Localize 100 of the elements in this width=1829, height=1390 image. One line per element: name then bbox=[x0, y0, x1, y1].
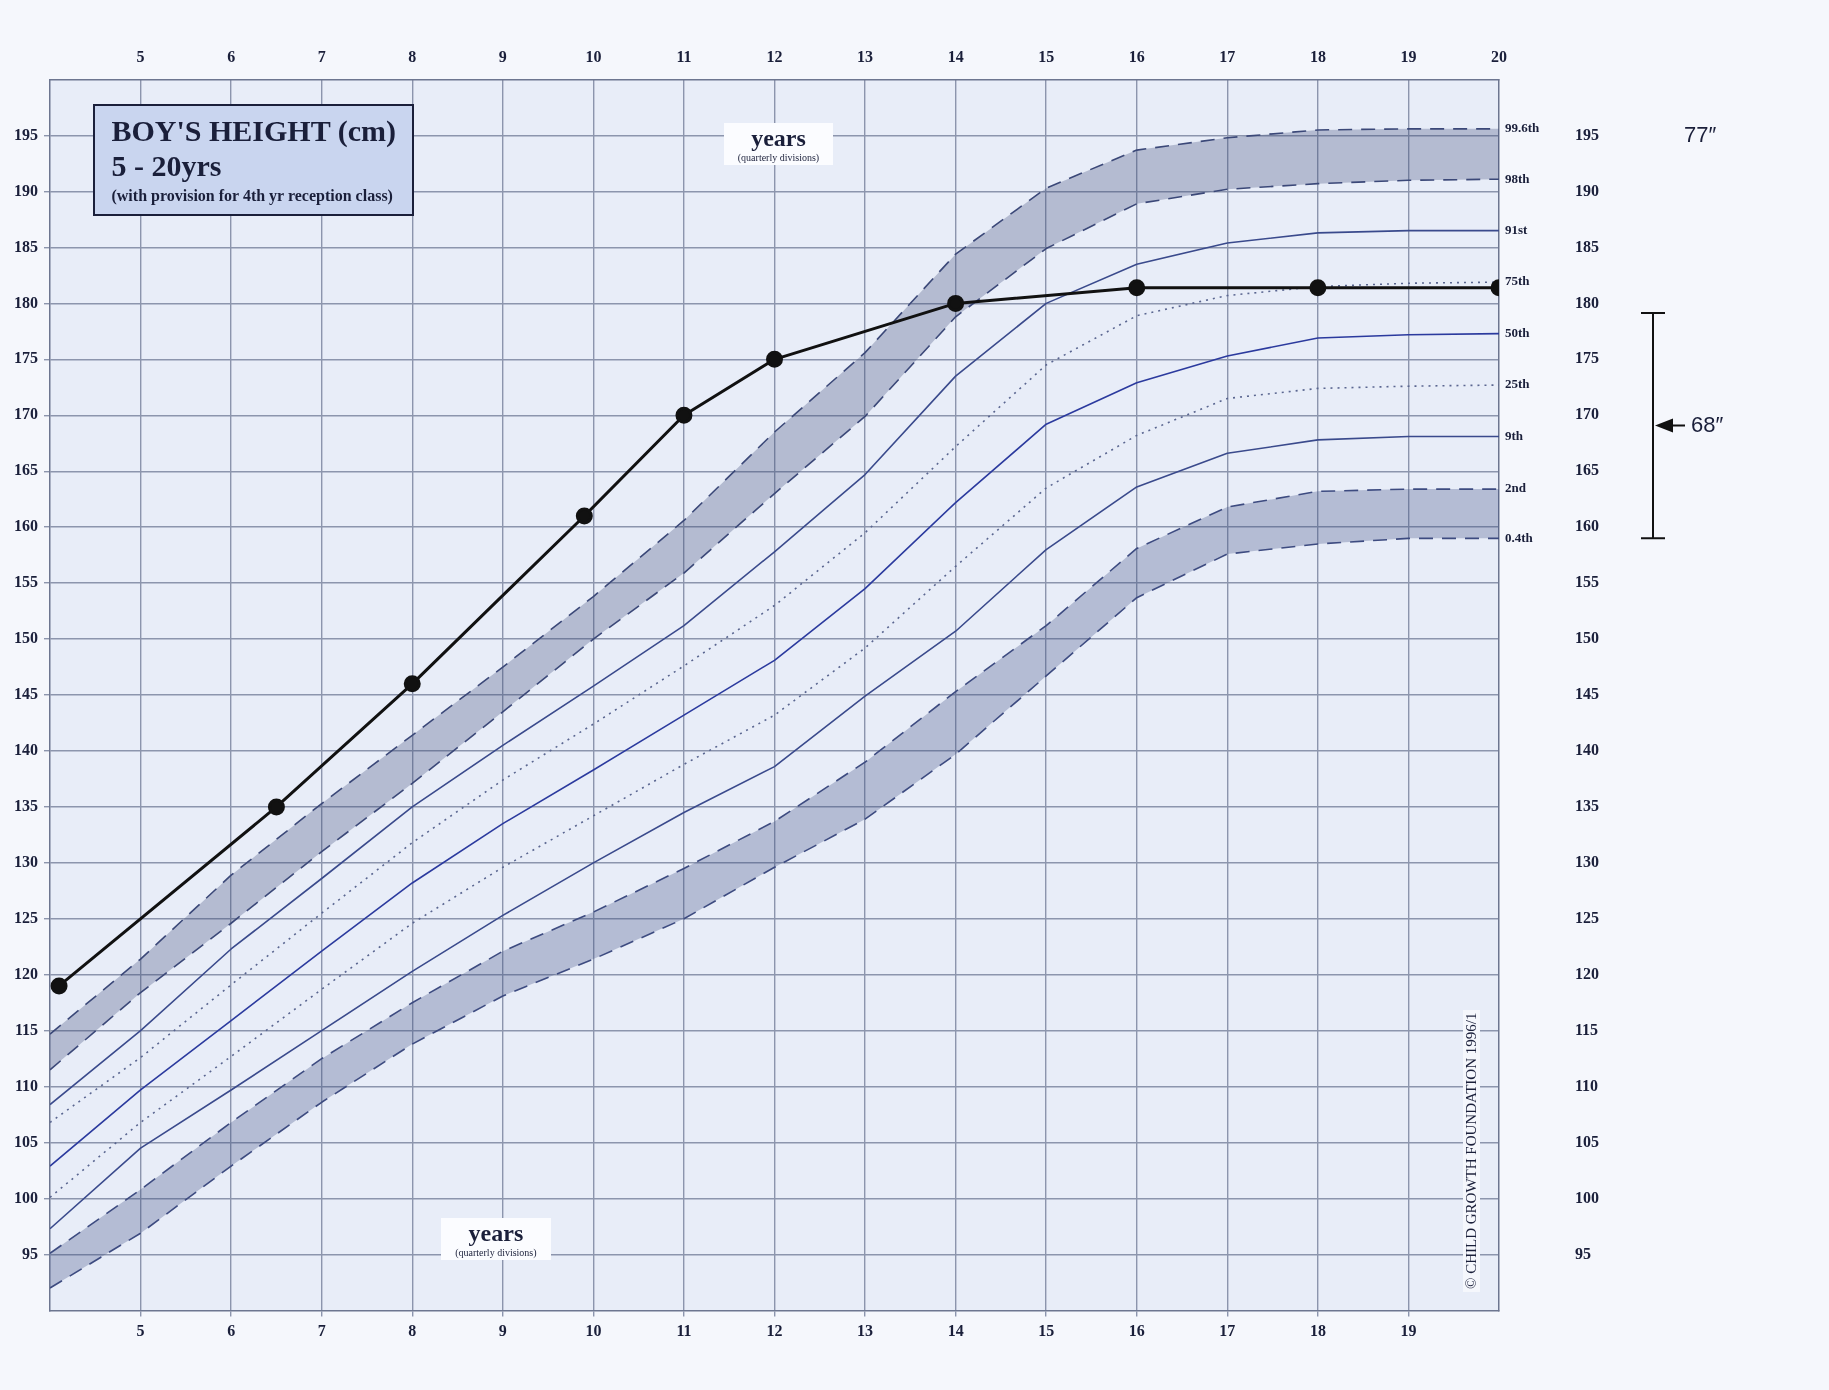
x2-tick-label: 20 bbox=[1491, 48, 1507, 66]
x2-tick-label: 19 bbox=[1400, 48, 1417, 66]
y-tick-label: 110 bbox=[1575, 1076, 1599, 1094]
y-tick-label: 120 bbox=[1575, 964, 1599, 982]
x2-tick-label: 11 bbox=[676, 48, 692, 66]
x2-tick-label: 17 bbox=[1219, 48, 1236, 66]
y-tick-label: 105 bbox=[1575, 1132, 1599, 1150]
y-tick-label: 150 bbox=[1575, 629, 1599, 647]
x-tick-label: 8 bbox=[408, 1322, 417, 1340]
y-tick-label: 170 bbox=[1575, 405, 1599, 423]
y-tick-label: 155 bbox=[1575, 573, 1599, 591]
x2-tick-label: 7 bbox=[317, 48, 326, 66]
x-tick-label: 12 bbox=[766, 1322, 783, 1340]
text: 5 - 20yrs bbox=[111, 148, 223, 184]
y2-tick-label: 170 bbox=[14, 405, 38, 423]
y2-tick-label: 160 bbox=[14, 517, 38, 535]
x-tick-label: 19 bbox=[1400, 1322, 1417, 1340]
annotation: (quarterly divisions) bbox=[737, 151, 820, 163]
series-label: 0.4th bbox=[1505, 529, 1534, 545]
point bbox=[675, 406, 693, 424]
text: 77″ bbox=[1684, 121, 1717, 148]
y-tick-label: 165 bbox=[1575, 461, 1599, 479]
series-label: 9th bbox=[1505, 427, 1524, 443]
y2-tick-label: 105 bbox=[14, 1132, 38, 1150]
x2-tick-label: 13 bbox=[857, 48, 874, 66]
y-tick-label: 145 bbox=[1575, 685, 1599, 703]
y2-tick-label: 185 bbox=[14, 237, 38, 255]
x-tick-label: 16 bbox=[1128, 1322, 1145, 1340]
y2-tick-label: 130 bbox=[14, 852, 38, 870]
x-tick-label: 18 bbox=[1309, 1322, 1326, 1340]
x2-tick-label: 9 bbox=[498, 48, 507, 66]
y2-tick-label: 140 bbox=[14, 741, 38, 759]
y2-tick-label: 150 bbox=[14, 629, 38, 647]
y2-tick-label: 120 bbox=[14, 964, 38, 982]
point bbox=[1309, 279, 1327, 297]
point bbox=[947, 294, 965, 312]
x-tick-label: 11 bbox=[676, 1322, 692, 1340]
y-tick-label: 175 bbox=[1575, 349, 1599, 367]
x2-tick-label: 6 bbox=[227, 48, 236, 66]
series-label: 75th bbox=[1505, 273, 1531, 289]
y2-tick-label: 155 bbox=[14, 573, 38, 591]
y2-tick-label: 180 bbox=[14, 293, 38, 311]
x2-tick-label: 15 bbox=[1038, 48, 1055, 66]
y2-tick-label: 135 bbox=[14, 797, 38, 815]
annotation: (with provision for 4th yr reception class) bbox=[111, 187, 394, 206]
x2-tick-label: 12 bbox=[766, 48, 783, 66]
x-tick-label: 10 bbox=[585, 1322, 602, 1340]
y-tick-label: 100 bbox=[1575, 1188, 1599, 1206]
x-tick-label: 9 bbox=[498, 1322, 507, 1340]
series-label: 91st bbox=[1505, 222, 1529, 238]
y2-tick-label: 100 bbox=[14, 1188, 38, 1206]
point bbox=[575, 507, 593, 525]
y-tick-label: 185 bbox=[1575, 237, 1599, 255]
y-tick-label: 195 bbox=[1575, 125, 1599, 143]
x-tick-label: 5 bbox=[136, 1322, 145, 1340]
series-label: 98th bbox=[1505, 170, 1531, 186]
series-label: 99.6th bbox=[1505, 120, 1541, 136]
x-tick-label: 17 bbox=[1219, 1322, 1236, 1340]
text: BOY'S HEIGHT (cm) bbox=[111, 114, 396, 149]
series-label: 25th bbox=[1505, 376, 1531, 392]
x2-axis-title: years bbox=[750, 124, 807, 152]
x-tick-label: 6 bbox=[227, 1322, 236, 1340]
y-tick-label: 135 bbox=[1575, 797, 1599, 815]
y2-tick-label: 175 bbox=[14, 349, 38, 367]
y-tick-label: 115 bbox=[1575, 1020, 1599, 1038]
point bbox=[403, 675, 421, 693]
y2-tick-label: 145 bbox=[14, 685, 38, 703]
y-tick-label: 180 bbox=[1575, 293, 1599, 311]
annotation: (quarterly divisions) bbox=[455, 1247, 537, 1259]
text: 68″ bbox=[1691, 412, 1724, 439]
y2-tick-label: 165 bbox=[14, 461, 38, 479]
point bbox=[766, 350, 783, 368]
y-tick-label: 125 bbox=[1575, 908, 1599, 926]
x2-tick-label: 10 bbox=[585, 48, 602, 66]
x2-tick-label: 5 bbox=[136, 48, 145, 66]
point bbox=[50, 977, 68, 995]
x2-tick-label: 8 bbox=[408, 48, 417, 66]
y2-tick-label: 95 bbox=[22, 1244, 38, 1262]
point bbox=[267, 798, 285, 816]
y-tick-label: 140 bbox=[1575, 741, 1599, 759]
series-label: 50th bbox=[1505, 324, 1531, 340]
x2-tick-label: 16 bbox=[1128, 48, 1145, 66]
series-label: 2nd bbox=[1505, 480, 1527, 496]
x2-tick-label: 14 bbox=[947, 48, 964, 66]
x2-tick-label: 18 bbox=[1309, 48, 1326, 66]
y-tick-label: 95 bbox=[1575, 1244, 1591, 1262]
y2-tick-label: 195 bbox=[14, 125, 38, 143]
x-tick-label: 15 bbox=[1038, 1322, 1055, 1340]
y-tick-label: 130 bbox=[1575, 852, 1599, 870]
y2-tick-label: 190 bbox=[14, 181, 38, 199]
y2-tick-label: 115 bbox=[14, 1020, 38, 1038]
y2-tick-label: 125 bbox=[14, 908, 38, 926]
x-tick-label: 14 bbox=[947, 1322, 964, 1340]
x-tick-label: 13 bbox=[857, 1322, 874, 1340]
x-axis-title: years bbox=[467, 1220, 525, 1248]
point bbox=[1128, 279, 1146, 297]
x-tick-label: 7 bbox=[317, 1322, 326, 1340]
y2-tick-label: 110 bbox=[14, 1076, 38, 1094]
y-tick-label: 160 bbox=[1575, 517, 1599, 535]
annotation: © CHILD GROWTH FOUNDATION 1996/1 bbox=[1462, 1009, 1480, 1292]
